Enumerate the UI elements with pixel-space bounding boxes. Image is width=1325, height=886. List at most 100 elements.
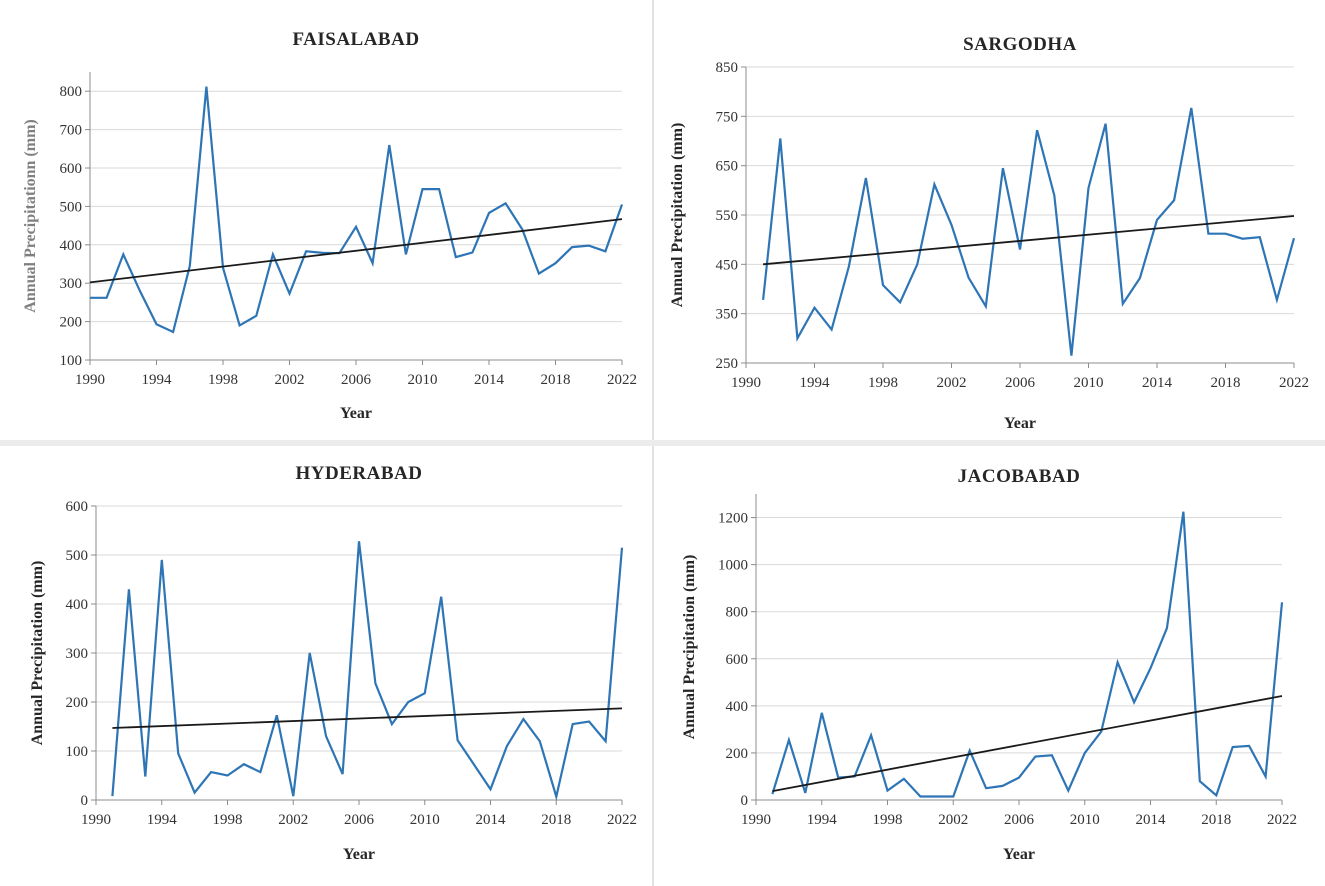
data-point-2008	[390, 722, 394, 726]
x-tick-label: 1994	[807, 812, 838, 828]
data-point-2008	[1052, 193, 1056, 197]
data-point-1995	[830, 328, 834, 332]
data-point-1994	[813, 306, 817, 310]
data-point-2009	[1066, 789, 1070, 793]
data-point-2013	[1138, 276, 1142, 280]
data-point-1992	[787, 738, 791, 742]
data-point-1992	[778, 137, 782, 141]
chart-panel-jacobabad: JACOBABAD 0 200 400 600 800 1000 1200 1990 1994 19…	[654, 446, 1325, 886]
data-point-1991	[110, 794, 114, 798]
x-axis-label: Year	[1004, 415, 1036, 432]
data-point-1996	[193, 791, 197, 795]
data-point-2019	[571, 722, 575, 726]
data-point-2015	[504, 201, 508, 205]
data-point-2000	[258, 770, 262, 774]
data-point-2009	[1069, 354, 1073, 358]
x-tick-label: 1998	[208, 372, 238, 388]
data-point-2007	[1035, 128, 1039, 132]
data-point-1991	[761, 298, 765, 302]
data-point-2017	[537, 272, 541, 276]
data-point-2013	[1132, 700, 1136, 704]
y-tick-label: 100	[60, 353, 83, 369]
y-tick-label: 800	[60, 84, 83, 100]
trend-line	[763, 215, 1295, 266]
data-point-2019	[1231, 745, 1235, 749]
x-tick-label: 1994	[142, 372, 173, 388]
data-point-2010	[1087, 186, 1091, 190]
x-tick-label: 1998	[213, 812, 243, 828]
data-point-2016	[521, 717, 525, 721]
data-point-1997	[864, 176, 868, 180]
x-tick-label: 2006	[1004, 812, 1035, 828]
data-point-2018	[1214, 793, 1218, 797]
y-tick-label: 250	[716, 356, 739, 372]
data-point-2008	[1050, 753, 1054, 757]
data-point-2000	[254, 314, 258, 318]
x-axis-label: Year	[343, 846, 375, 863]
x-tick-label: 2006	[344, 812, 375, 828]
data-point-2014	[1149, 666, 1153, 670]
y-axis-label: Annual Precipitation (mm)	[669, 123, 686, 308]
chart-svg-hyderabad: HYDERABAD 0 100 200 300 400 500 600 1990 1994 1998…	[29, 463, 637, 863]
data-point-2008	[387, 143, 391, 147]
y-tick-label: 850	[716, 60, 739, 76]
data-point-1997	[209, 770, 213, 774]
data-point-1996	[188, 264, 192, 268]
chart-title: JACOBABAD	[958, 466, 1081, 487]
x-tick-label: 2018	[1201, 812, 1231, 828]
data-point-2000	[918, 795, 922, 799]
data-point-1999	[902, 777, 906, 781]
data-point-2007	[371, 261, 375, 265]
data-point-2013	[470, 251, 474, 255]
y-tick-label: 0	[741, 793, 749, 809]
data-point-2015	[1165, 626, 1169, 630]
x-tick-label: 2002	[278, 812, 308, 828]
data-point-2020	[1247, 744, 1251, 748]
data-point-2020	[587, 244, 591, 248]
y-tick-label: 600	[726, 652, 749, 668]
x-tick-label: 2014	[474, 372, 505, 388]
data-point-2005	[1001, 784, 1005, 788]
x-tick-label: 2018	[541, 372, 571, 388]
x-tick-label: 2010	[408, 372, 438, 388]
data-point-2021	[1275, 298, 1279, 302]
data-point-2017	[538, 739, 542, 743]
chart-panel-hyderabad: HYDERABAD 0 100 200 300 400 500 600 1990 1994 1998…	[0, 446, 652, 886]
data-point-2003	[304, 249, 308, 253]
x-tick-label: 2002	[275, 372, 305, 388]
x-tick-label: 2010	[1070, 812, 1100, 828]
x-tick-label: 2022	[607, 812, 637, 828]
x-tick-label: 2010	[1074, 375, 1104, 391]
x-tick-label: 2022	[607, 372, 637, 388]
data-point-2020	[587, 720, 591, 724]
y-tick-label: 400	[726, 699, 749, 715]
precipitation-series-line	[111, 541, 624, 801]
y-axis-label: Annual Precipitationn (mm)	[22, 119, 39, 312]
data-point-2021	[604, 739, 608, 743]
x-tick-label: 2018	[1211, 375, 1241, 391]
data-point-2004	[984, 786, 988, 790]
data-point-2013	[472, 763, 476, 767]
y-tick-label: 200	[60, 315, 83, 331]
x-tick-label: 2006	[341, 372, 372, 388]
data-point-2012	[1116, 660, 1120, 664]
data-point-2005	[1001, 166, 1005, 170]
y-tick-label: 200	[726, 746, 749, 762]
data-point-2001	[935, 795, 939, 799]
data-point-2002	[288, 292, 292, 296]
data-point-2007	[1033, 755, 1037, 759]
data-point-1990	[88, 296, 92, 300]
data-point-2006	[1017, 776, 1021, 780]
data-point-1995	[171, 330, 175, 334]
data-point-1993	[795, 336, 799, 340]
chart-svg-jacobabad: JACOBABAD 0 200 400 600 800 1000 1200 1990 1994 19…	[681, 466, 1297, 863]
data-point-2022	[1280, 600, 1284, 604]
chart-title: HYDERABAD	[296, 463, 423, 484]
x-axis-label: Year	[1003, 846, 1035, 863]
data-point-2004	[324, 734, 328, 738]
data-point-2022	[620, 203, 624, 207]
y-tick-label: 500	[60, 199, 83, 215]
trend-line	[112, 707, 623, 729]
precipitation-series-line	[90, 86, 624, 334]
data-point-2009	[406, 700, 410, 704]
